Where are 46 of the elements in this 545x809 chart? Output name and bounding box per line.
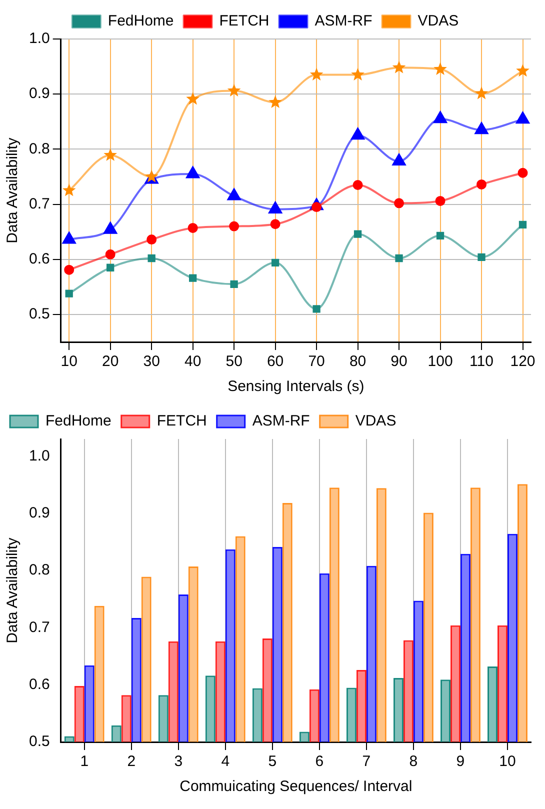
x-axis-title: Commuicating Sequences/ Interval xyxy=(180,778,412,796)
legend-label: VDAS xyxy=(418,12,459,30)
x-tick-label: 30 xyxy=(143,353,160,370)
x-tick-label: 8 xyxy=(409,753,418,770)
x-tick-label: 50 xyxy=(226,353,242,370)
x-tick-label: 3 xyxy=(174,753,183,770)
legend-label: ASM-RF xyxy=(252,412,310,430)
x-tick-label: 90 xyxy=(390,353,408,370)
x-tick-label: 10 xyxy=(60,353,78,370)
x-tick-label: 1 xyxy=(80,753,89,770)
y-axis-title: Data Availability xyxy=(4,537,22,644)
x-tick-label: 2 xyxy=(127,753,136,770)
x-tick-label: 5 xyxy=(268,753,277,770)
y-tick-label: 0.6 xyxy=(28,676,50,693)
legend-label: VDAS xyxy=(355,412,396,430)
y-tick-label: 1.0 xyxy=(28,30,50,48)
x-tick-label: 80 xyxy=(349,353,366,370)
y-tick-label: 0.5 xyxy=(28,306,50,323)
legend-label: FETCH xyxy=(219,12,270,30)
legend-label: FedHome xyxy=(108,12,174,30)
x-tick-label: 100 xyxy=(428,353,453,370)
y-tick-label: 0.5 xyxy=(28,733,50,750)
y-axis-title: Data Availability xyxy=(4,137,22,244)
y-tick-label: 0.9 xyxy=(28,85,50,102)
x-tick-label: 6 xyxy=(315,753,324,770)
x-tick-label: 9 xyxy=(456,753,465,770)
legend-label: ASM-RF xyxy=(314,12,372,30)
y-tick-label: 0.8 xyxy=(28,562,50,579)
y-tick-label: 0.9 xyxy=(28,504,50,522)
x-tick-label: 120 xyxy=(510,353,536,370)
y-tick-label: 0.7 xyxy=(28,618,50,636)
y-tick-label: 0.8 xyxy=(28,140,50,158)
legend-label: FETCH xyxy=(156,412,207,430)
x-tick-label: 110 xyxy=(470,353,494,370)
x-tick-label: 70 xyxy=(308,353,325,370)
x-tick-label: 20 xyxy=(102,353,119,370)
x-tick-label: 10 xyxy=(499,753,516,770)
x-tick-label: 7 xyxy=(362,753,371,770)
x-tick-label: 60 xyxy=(266,353,284,370)
x-tick-label: 4 xyxy=(221,753,230,770)
x-axis-title: Sensing Intervals (s) xyxy=(228,378,364,396)
y-tick-label: 1.0 xyxy=(28,447,50,464)
x-tick-label: 40 xyxy=(184,353,202,370)
legend-label: FedHome xyxy=(46,412,112,430)
y-tick-label: 0.6 xyxy=(28,250,50,268)
y-tick-label: 0.7 xyxy=(28,195,50,212)
